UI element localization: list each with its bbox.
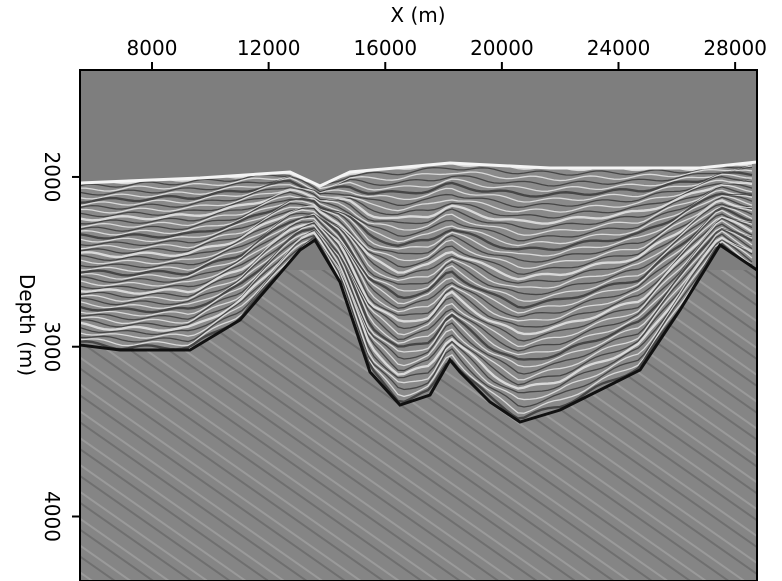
x-tick-label: 20000 [470,36,534,60]
x-axis-label: X (m) [390,3,445,27]
x-tick-label: 16000 [353,36,417,60]
y-axis-label: Depth (m) [15,274,39,376]
y-tick-label: 2000 [40,152,64,203]
x-tick-label: 28000 [703,36,767,60]
y-tick-label: 4000 [40,491,64,542]
x-tick-label: 24000 [587,36,651,60]
figure: X (m) Depth (m) 8000 12000 16000 20000 24000… [0,0,782,581]
x-tick-label: 12000 [237,36,301,60]
y-tick-label: 3000 [40,321,64,372]
seismic-image [80,70,757,581]
x-tick-label: 8000 [127,36,178,60]
